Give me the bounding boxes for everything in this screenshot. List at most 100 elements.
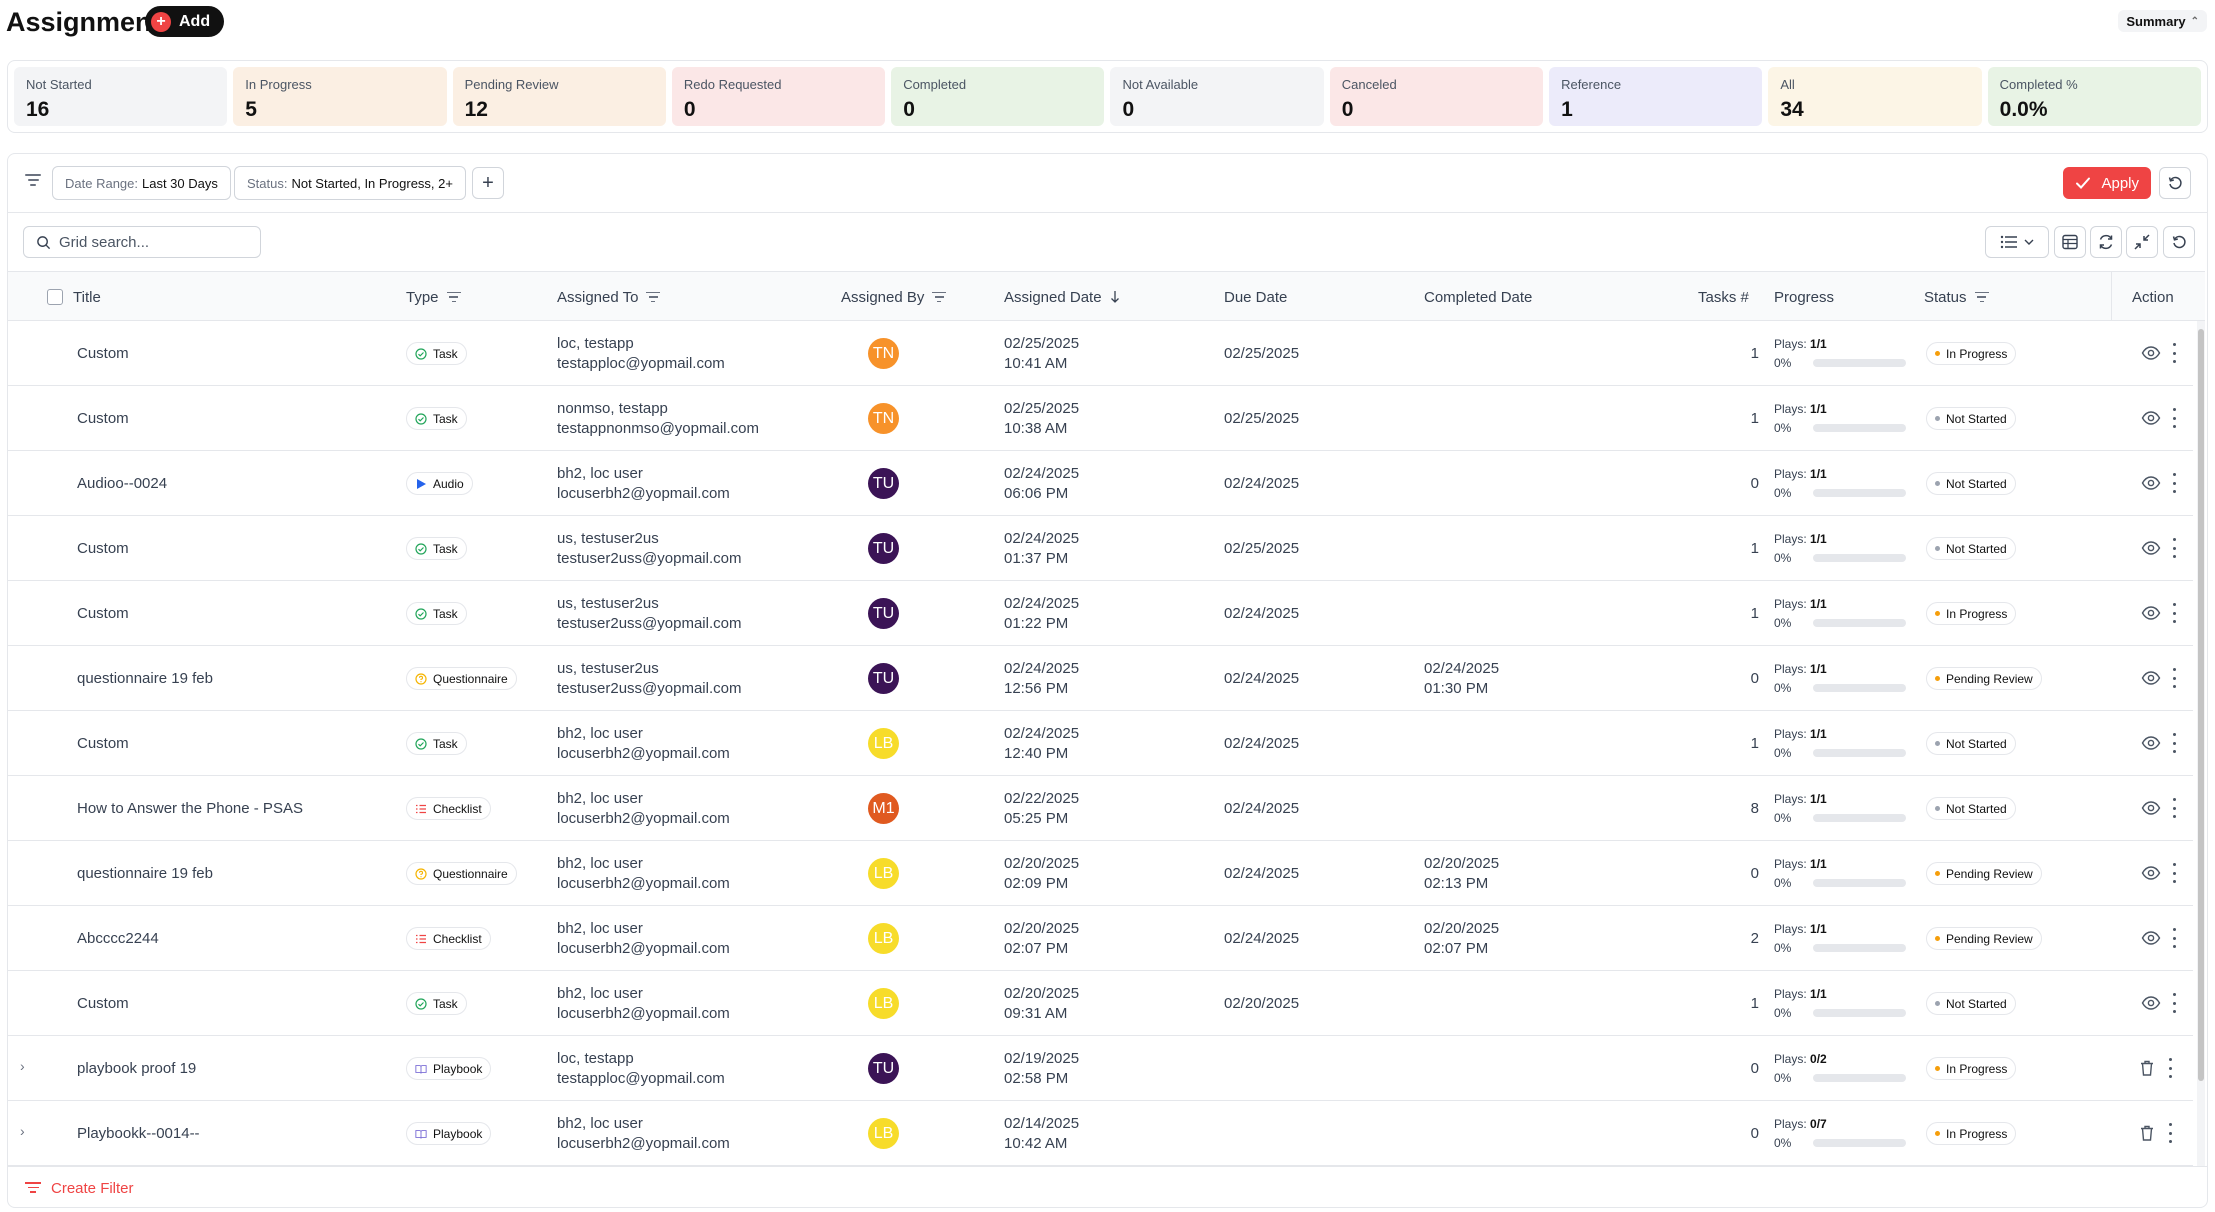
stat-card-pending-review[interactable]: Pending Review 12 [452, 67, 666, 126]
more-options-icon[interactable] [2171, 798, 2177, 818]
stat-card-completed[interactable]: Completed 0 [891, 67, 1105, 126]
stat-card-reference[interactable]: Reference 1 [1549, 67, 1763, 126]
more-options-icon[interactable] [2167, 1123, 2173, 1143]
delete-icon[interactable] [2138, 1124, 2158, 1142]
more-options-icon[interactable] [2171, 733, 2177, 753]
refresh-button[interactable] [2090, 226, 2122, 258]
row-title[interactable]: Custom [77, 994, 129, 1012]
column-header-status[interactable]: Status [1924, 272, 1989, 322]
more-options-icon[interactable] [2171, 473, 2177, 493]
export-button[interactable] [2054, 226, 2086, 258]
column-filter-icon[interactable] [446, 291, 461, 303]
table-row[interactable]: Custom Task us, testuser2us testuser2uss@yo… [8, 516, 2193, 581]
more-options-icon[interactable] [2171, 538, 2177, 558]
table-row[interactable]: › Playbookk--0014-- Playbook bh2, loc user l… [8, 1101, 2193, 1166]
delete-icon[interactable] [2138, 1059, 2158, 1077]
status-filter-value: Not Started, In Progress, 2+ [291, 175, 453, 191]
stat-card-completed[interactable]: Completed % 0.0% [1987, 67, 2201, 126]
column-header-title[interactable]: Title [73, 288, 101, 306]
more-options-icon[interactable] [2171, 343, 2177, 363]
view-eye-icon[interactable] [2141, 669, 2161, 687]
filter-icon[interactable] [25, 174, 41, 188]
vertical-scrollbar[interactable] [2197, 321, 2205, 1166]
column-header-tasks[interactable]: Tasks # [1698, 288, 1749, 306]
row-title[interactable]: Custom [77, 734, 129, 752]
view-eye-icon[interactable] [2141, 539, 2161, 557]
expand-row-chevron-icon[interactable]: › [20, 1123, 25, 1139]
stat-card-all[interactable]: All 34 [1768, 67, 1982, 126]
table-row[interactable]: questionnaire 19 feb Questionnaire us, tes… [8, 646, 2193, 711]
table-row[interactable]: Custom Task bh2, loc user locuserbh2@yopmai… [8, 711, 2193, 776]
table-row[interactable]: Audioo--0024 Audio bh2, loc user locuserbh2… [8, 451, 2193, 516]
row-title[interactable]: questionnaire 19 feb [77, 669, 213, 687]
add-button[interactable]: + Add [145, 6, 225, 37]
column-view-dropdown[interactable] [1985, 226, 2049, 258]
type-badge: Audio [406, 472, 473, 495]
table-row[interactable]: › playbook proof 19 Playbook loc, testapp te… [8, 1036, 2193, 1101]
more-options-icon[interactable] [2171, 993, 2177, 1013]
stat-card-not-started[interactable]: Not Started 16 [14, 67, 228, 126]
apply-button[interactable]: Apply [2063, 167, 2151, 199]
more-options-icon[interactable] [2167, 1058, 2173, 1078]
more-options-icon[interactable] [2171, 668, 2177, 688]
reset-grid-button[interactable] [2163, 226, 2195, 258]
row-title[interactable]: Custom [77, 344, 129, 362]
table-row[interactable]: Custom Task bh2, loc user locuserbh2@yopmai… [8, 971, 2193, 1036]
more-options-icon[interactable] [2171, 863, 2177, 883]
stat-card-canceled[interactable]: Canceled 0 [1329, 67, 1544, 126]
collapse-button[interactable] [2126, 226, 2158, 258]
column-header-due-date[interactable]: Due Date [1224, 288, 1288, 306]
expand-row-chevron-icon[interactable]: › [20, 1058, 25, 1074]
select-all-checkbox[interactable] [47, 272, 63, 322]
stat-card-redo-requested[interactable]: Redo Requested 0 [671, 67, 886, 126]
column-header-completed-date[interactable]: Completed Date [1424, 288, 1533, 306]
row-title[interactable]: Custom [77, 604, 129, 622]
table-row[interactable]: Custom Task us, testuser2us testuser2uss@yo… [8, 581, 2193, 646]
column-header-progress[interactable]: Progress [1774, 288, 1835, 306]
table-row[interactable]: How to Answer the Phone - PSAS Checklist b… [8, 776, 2193, 841]
column-header-assigned-to[interactable]: Assigned To [557, 272, 661, 322]
stat-card-not-available[interactable]: Not Available 0 [1110, 67, 1324, 126]
status-filter-chip[interactable]: Status: Not Started, In Progress, 2+ [234, 166, 466, 200]
view-eye-icon[interactable] [2141, 604, 2161, 622]
table-row[interactable]: Abcccc2244 Checklist bh2, loc user locuserb… [8, 906, 2193, 971]
row-title[interactable]: Abcccc2244 [77, 929, 159, 947]
table-row[interactable]: Custom Task nonmso, testapp testappnonmso@y… [8, 386, 2193, 451]
more-options-icon[interactable] [2171, 603, 2177, 623]
summary-toggle[interactable]: Summary ⌃ [2118, 10, 2207, 32]
search-input[interactable] [59, 233, 239, 251]
progress: Plays: 1/1 0% [1774, 711, 1907, 776]
add-filter-button[interactable]: + [472, 167, 504, 199]
tasks-count: 1 [1750, 539, 1759, 557]
column-header-type[interactable]: Type [406, 272, 461, 322]
stat-card-in-progress[interactable]: In Progress 5 [233, 67, 447, 126]
table-row[interactable]: Custom Task loc, testapp testapploc@yopmail… [8, 321, 2193, 386]
view-eye-icon[interactable] [2141, 994, 2161, 1012]
row-title[interactable]: Audioo--0024 [77, 474, 168, 492]
column-header-assigned-date[interactable]: Assigned Date [1004, 272, 1120, 322]
column-filter-icon[interactable] [932, 291, 947, 303]
view-eye-icon[interactable] [2141, 929, 2161, 947]
row-title[interactable]: How to Answer the Phone - PSAS [77, 799, 303, 817]
more-options-icon[interactable] [2171, 408, 2177, 428]
view-eye-icon[interactable] [2141, 799, 2161, 817]
row-title[interactable]: playbook proof 19 [77, 1059, 197, 1077]
table-row[interactable]: questionnaire 19 feb Questionnaire bh2, lo… [8, 841, 2193, 906]
view-eye-icon[interactable] [2141, 344, 2161, 362]
row-title[interactable]: Custom [77, 409, 129, 427]
view-eye-icon[interactable] [2141, 409, 2161, 427]
view-eye-icon[interactable] [2141, 734, 2161, 752]
reset-filters-button[interactable] [2159, 167, 2191, 199]
grid-search[interactable] [23, 226, 261, 258]
view-eye-icon[interactable] [2141, 474, 2161, 492]
create-filter-link[interactable]: Create Filter [8, 1166, 2207, 1207]
row-title[interactable]: Playbookk--0014-- [77, 1124, 200, 1142]
column-header-assigned-by[interactable]: Assigned By [841, 272, 947, 322]
column-filter-icon[interactable] [1974, 291, 1989, 303]
date-range-filter-chip[interactable]: Date Range: Last 30 Days [52, 166, 231, 200]
row-title[interactable]: questionnaire 19 feb [77, 864, 213, 882]
view-eye-icon[interactable] [2141, 864, 2161, 882]
more-options-icon[interactable] [2171, 928, 2177, 948]
row-title[interactable]: Custom [77, 539, 129, 557]
column-filter-icon[interactable] [646, 291, 661, 303]
